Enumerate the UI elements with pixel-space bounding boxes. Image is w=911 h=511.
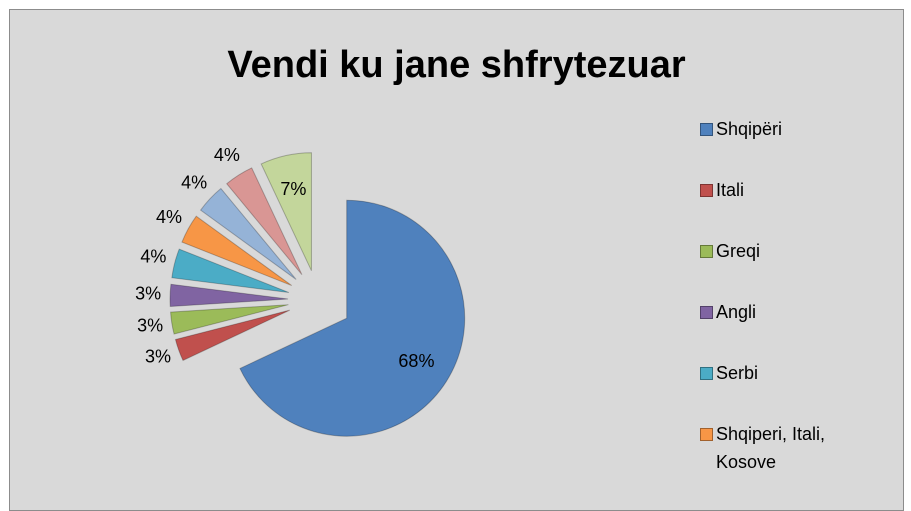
legend-label: Shqiperi, Itali, Kosove <box>716 424 826 472</box>
chart-title: Vendi ku jane shfrytezuar <box>227 44 686 86</box>
legend-label: Shqipëri <box>716 119 783 139</box>
legend-swatch <box>700 123 713 136</box>
chart: Vendi ku jane shfrytezuar 68% 3% 3% 3% 4% 4% 4… <box>9 9 904 511</box>
pie-slice <box>199 187 297 280</box>
data-label: 3% <box>145 346 171 366</box>
legend-item: Angli <box>700 298 836 326</box>
pie-slice <box>181 215 293 287</box>
legend-item: Serbi <box>700 359 836 387</box>
plot: 68% 3% 3% 3% 4% 4% 4% 4% 7% <box>135 145 466 437</box>
data-label: 4% <box>214 145 240 165</box>
legend-swatch <box>700 184 713 197</box>
pie-slice <box>169 283 289 307</box>
legend-label: Serbi <box>716 363 759 383</box>
pie-slice <box>170 304 289 335</box>
legend-swatch <box>700 245 713 258</box>
data-label: 4% <box>140 246 166 266</box>
legend-swatch <box>700 306 713 319</box>
legend-label: Itali <box>716 180 745 200</box>
pie-slice <box>226 167 303 275</box>
legend-item: Itali <box>700 176 836 204</box>
data-label: 68% <box>398 351 434 371</box>
pie-slice <box>174 309 290 362</box>
data-label: 3% <box>135 283 161 303</box>
legend-item: Shqiperi, Itali, Kosove <box>700 420 836 476</box>
pie-slice <box>171 248 290 294</box>
data-label: 7% <box>280 179 306 199</box>
pie-slice <box>260 152 312 271</box>
legend-item: Shqipëri <box>700 115 836 143</box>
data-label: 4% <box>181 172 207 192</box>
data-label: 4% <box>156 207 182 227</box>
pie-slice <box>239 199 466 437</box>
legend-swatch <box>700 367 713 380</box>
data-label: 3% <box>137 315 163 335</box>
legend-item: Greqi <box>700 237 836 265</box>
legend-swatch <box>700 428 713 441</box>
legend-label: Greqi <box>716 241 761 261</box>
legend-label: Angli <box>716 302 757 322</box>
